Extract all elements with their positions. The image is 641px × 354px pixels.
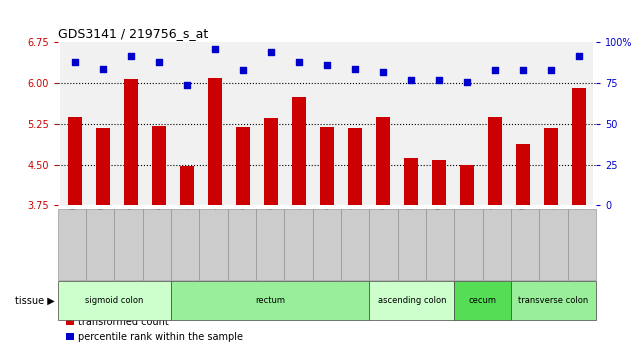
Bar — [229, 42, 257, 205]
Bar — [124, 79, 138, 205]
Point — [322, 62, 332, 68]
Bar — [348, 128, 362, 205]
Bar — [341, 42, 369, 205]
Bar — [117, 42, 145, 205]
Bar — [509, 42, 537, 205]
Point — [350, 66, 360, 72]
Point — [434, 77, 444, 83]
Point — [378, 69, 388, 75]
Point — [210, 46, 220, 52]
Bar — [152, 126, 165, 205]
Point — [69, 59, 79, 65]
Point — [462, 79, 472, 84]
Text: cecum: cecum — [469, 296, 497, 306]
Bar — [96, 128, 110, 205]
Point — [265, 50, 276, 55]
Point — [181, 82, 192, 88]
Bar — [257, 42, 285, 205]
Point — [406, 77, 416, 83]
Bar — [88, 42, 117, 205]
Bar — [145, 42, 172, 205]
Bar — [425, 42, 453, 205]
Text: ascending colon: ascending colon — [378, 296, 446, 306]
Point — [518, 67, 528, 73]
Bar — [481, 42, 509, 205]
Bar — [292, 97, 306, 205]
Bar — [516, 144, 530, 205]
Bar — [179, 166, 194, 205]
Bar — [537, 42, 565, 205]
Text: rectum: rectum — [255, 296, 285, 306]
Bar — [404, 158, 418, 205]
Point — [574, 53, 585, 58]
Bar — [172, 42, 201, 205]
Bar — [369, 42, 397, 205]
Point — [97, 66, 108, 72]
Bar — [565, 42, 594, 205]
Point — [153, 59, 163, 65]
Text: sigmoid colon: sigmoid colon — [85, 296, 144, 306]
Bar — [201, 42, 229, 205]
Bar — [488, 118, 502, 205]
Text: transverse colon: transverse colon — [519, 296, 588, 306]
Bar — [285, 42, 313, 205]
Text: tissue ▶: tissue ▶ — [15, 296, 54, 306]
Point — [126, 53, 136, 58]
Bar — [376, 117, 390, 205]
Bar — [432, 160, 446, 205]
Bar — [544, 128, 558, 205]
Bar — [236, 127, 250, 205]
Bar — [320, 127, 334, 205]
Bar — [460, 165, 474, 205]
Bar — [208, 78, 222, 205]
Point — [238, 67, 248, 73]
Bar — [67, 117, 81, 205]
Point — [490, 67, 501, 73]
Bar — [313, 42, 341, 205]
Point — [294, 59, 304, 65]
Bar — [60, 42, 88, 205]
Legend: transformed count, percentile rank within the sample: transformed count, percentile rank withi… — [63, 313, 247, 346]
Bar — [572, 87, 587, 205]
Bar — [453, 42, 481, 205]
Text: GDS3141 / 219756_s_at: GDS3141 / 219756_s_at — [58, 27, 208, 40]
Bar — [397, 42, 425, 205]
Point — [546, 67, 556, 73]
Bar — [264, 119, 278, 205]
